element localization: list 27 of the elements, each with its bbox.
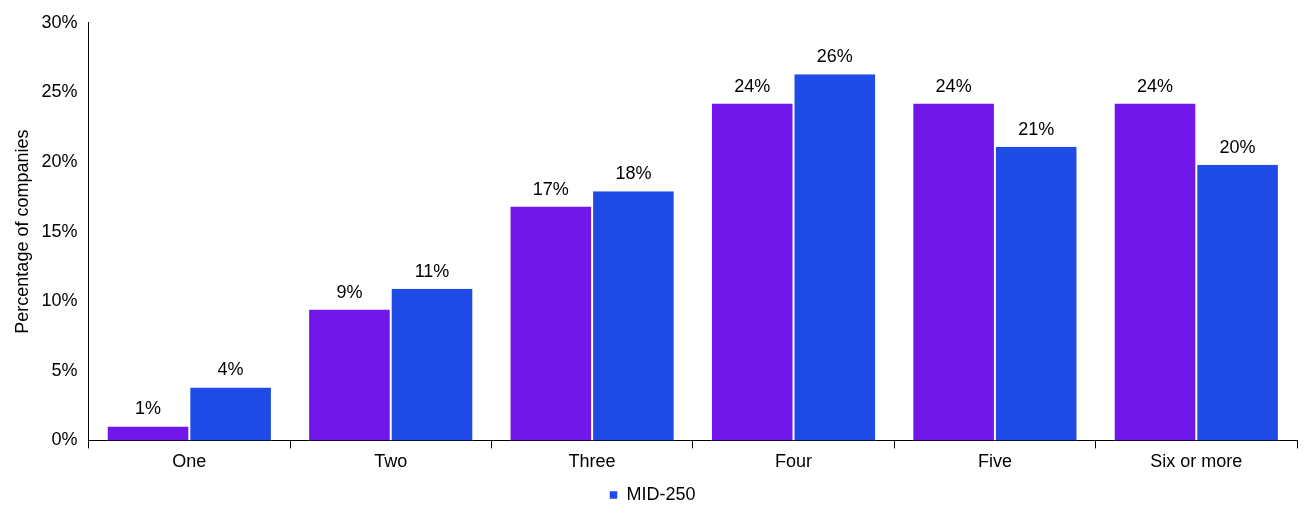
- x-tick-label: Six or more: [1150, 451, 1243, 472]
- y-tick-label: 15%: [41, 220, 78, 241]
- data-label: 20%: [1219, 136, 1256, 157]
- data-label: 4%: [217, 359, 244, 380]
- data-label: 11%: [414, 260, 450, 281]
- data-label: 21%: [1018, 118, 1055, 139]
- x-tick-label: Five: [977, 451, 1012, 472]
- y-axis-title: Percentage of companies: [11, 129, 32, 334]
- y-tick-label: 20%: [41, 150, 78, 171]
- y-tick-label: 25%: [41, 81, 78, 102]
- data-label: 17%: [532, 178, 569, 199]
- x-tick-label: One: [172, 451, 207, 472]
- data-label: 9%: [336, 281, 363, 302]
- legend-label: MID-250: [626, 483, 696, 504]
- data-label: 24%: [734, 75, 771, 96]
- x-tick-label: Four: [775, 451, 813, 472]
- y-tick-label: 0%: [51, 429, 78, 450]
- x-tick-label: Two: [374, 451, 408, 472]
- data-label: 1%: [135, 398, 162, 419]
- y-tick-label: 5%: [51, 359, 78, 380]
- y-tick-label: 10%: [41, 290, 78, 311]
- data-label: 24%: [935, 75, 972, 96]
- data-label: 26%: [816, 46, 853, 67]
- data-label: 24%: [1137, 75, 1174, 96]
- x-tick-label: Three: [568, 451, 616, 472]
- y-tick-label: 30%: [41, 11, 78, 32]
- data-label: 18%: [615, 163, 652, 184]
